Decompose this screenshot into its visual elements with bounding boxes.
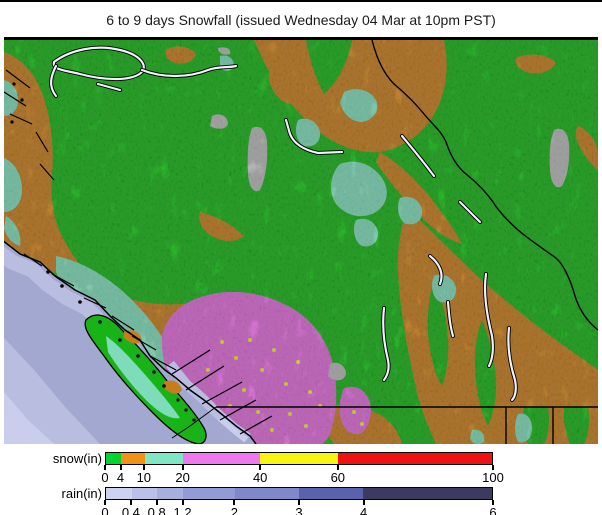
rain-segment-2-3 — [234, 488, 299, 499]
snow-tick-label: 100 — [482, 470, 504, 485]
snow-segment-0-4 — [106, 453, 122, 464]
rain-segment-1.2-2 — [183, 488, 235, 499]
snow-color-bar — [105, 452, 493, 465]
snow-segment-20-40 — [183, 453, 261, 464]
snow-scale-ticks: 0 4 10 20 40 60 100 — [101, 465, 504, 489]
map-canvas — [4, 40, 598, 444]
political-borders — [171, 40, 598, 444]
rain-scale-ticks: 0 0.4 0.8 1.2 2 3 4 6 — [101, 500, 497, 515]
forecast-map — [4, 37, 598, 444]
snow-tick-mark — [119, 465, 122, 470]
snow-scale-label: snow(in) — [52, 451, 102, 466]
snow-tick-label: 10 — [136, 470, 152, 485]
snow-tick-mark — [181, 465, 184, 470]
rain-tick-mark — [362, 500, 365, 505]
snow-tick-label: 20 — [175, 470, 190, 485]
rain-tick-label: 0.4 — [121, 505, 140, 515]
rain-tick-label: 2 — [230, 505, 238, 515]
rain-segment-0.4-0.8 — [131, 488, 158, 499]
rain-tick-mark — [233, 500, 236, 505]
snow-segment-60-100 — [337, 453, 492, 464]
lake-ne-small — [458, 200, 482, 224]
ocean-corner-lightest — [4, 392, 54, 444]
rain-tick-mark — [181, 500, 184, 505]
rain-tick-mark — [298, 500, 300, 505]
lake-williston — [284, 118, 344, 155]
rain-segment-0.8-1.2 — [157, 488, 184, 499]
rain-color-bar — [105, 487, 493, 500]
snow-segment-10-20 — [144, 453, 184, 464]
snow-tick-label: 60 — [330, 470, 346, 485]
border-continental-divide — [371, 40, 598, 331]
rain-tick-label: 1.2 — [173, 505, 192, 515]
rain-tick-label: 4 — [360, 505, 368, 515]
rain-tick-mark — [155, 500, 158, 505]
lake-north-small — [96, 82, 122, 92]
coastal-islands — [10, 82, 196, 422]
rain-tick-label: 0.8 — [147, 505, 166, 515]
snow-tick-mark — [142, 465, 145, 470]
coastline-fjords — [4, 69, 273, 444]
strait-light-patch — [218, 415, 248, 443]
rain-segment-0-0.4 — [106, 488, 132, 499]
lake-arrow — [483, 272, 494, 368]
lake-ne-diagonal — [400, 134, 436, 178]
vancouver-island-teal — [106, 336, 180, 419]
vancouver-island-orange-2 — [164, 380, 182, 394]
snow-tick-mark — [104, 465, 106, 470]
rain-tick-label: 3 — [295, 505, 303, 515]
rain-segment-3-4 — [299, 488, 364, 499]
rain-tick-mark — [104, 500, 106, 505]
lake-shuswap — [428, 254, 443, 286]
ocean-corner-light — [4, 338, 100, 444]
rain-tick-label: 6 — [489, 505, 497, 515]
snow-tick-label: 4 — [116, 470, 125, 485]
lake-kootenay — [507, 326, 517, 402]
rain-tick-mark — [129, 500, 132, 505]
snow-segment-40-60 — [260, 453, 338, 464]
lake-okanagan — [382, 306, 390, 382]
snow-tick-label: 0 — [101, 470, 109, 485]
snow-segment-4-10 — [121, 453, 145, 464]
snow-tick-mark — [336, 465, 339, 470]
border-strait-diagonal — [171, 406, 217, 439]
snow-tick-mark — [259, 465, 262, 470]
lake-slocan — [446, 300, 455, 338]
lake-north-chain-east — [140, 64, 238, 78]
rain-tick-label: 0 — [101, 505, 109, 515]
rain-scale-label: rain(in) — [61, 486, 102, 501]
lakes — [49, 45, 518, 402]
lake-north-arm — [50, 64, 58, 98]
title-bar: 6 to 9 days Snowfall (issued Wednesday 0… — [0, 2, 602, 37]
rain-segment-4-6 — [363, 488, 492, 499]
snow-tick-label: 40 — [252, 470, 268, 485]
rain-tick-mark — [492, 500, 494, 505]
snow-tick-mark — [492, 465, 494, 470]
map-title: 6 to 9 days Snowfall (issued Wednesday 0… — [106, 11, 496, 28]
